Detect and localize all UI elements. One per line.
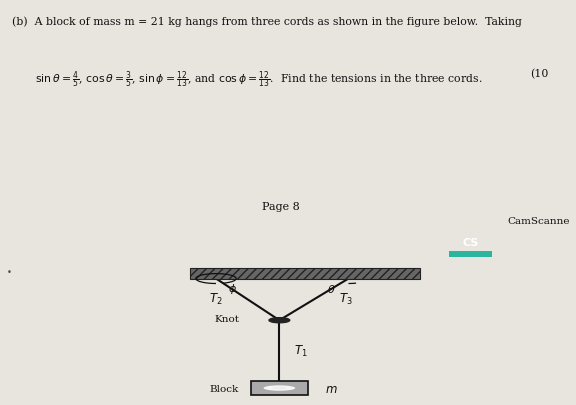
Text: $\phi$: $\phi$ bbox=[228, 281, 237, 295]
Bar bbox=[190, 268, 420, 279]
Text: $T_2$: $T_2$ bbox=[209, 291, 223, 306]
Circle shape bbox=[269, 318, 290, 323]
Text: Knot: Knot bbox=[214, 315, 239, 324]
Text: CS: CS bbox=[463, 237, 479, 247]
Text: CamScanne: CamScanne bbox=[507, 216, 570, 225]
Text: $T_1$: $T_1$ bbox=[294, 343, 308, 358]
Text: $T_3$: $T_3$ bbox=[339, 291, 353, 306]
Bar bbox=[449, 252, 492, 257]
Text: •: • bbox=[7, 267, 12, 276]
Text: (b)  A block of mass m = 21 kg hangs from three cords as shown in the figure bel: (b) A block of mass m = 21 kg hangs from… bbox=[12, 16, 521, 26]
Text: (10: (10 bbox=[530, 69, 548, 79]
Text: $m$: $m$ bbox=[325, 382, 338, 394]
Text: Block: Block bbox=[210, 384, 239, 392]
Text: $\sin\theta = \frac{4}{5}$, $\cos\theta = \frac{3}{5}$, $\sin\phi = \frac{12}{13: $\sin\theta = \frac{4}{5}$, $\cos\theta … bbox=[35, 69, 482, 90]
Ellipse shape bbox=[272, 387, 287, 389]
Bar bbox=[251, 381, 308, 395]
Text: Page 8: Page 8 bbox=[262, 202, 300, 211]
Text: $\theta$: $\theta$ bbox=[327, 282, 335, 294]
Ellipse shape bbox=[264, 386, 295, 391]
